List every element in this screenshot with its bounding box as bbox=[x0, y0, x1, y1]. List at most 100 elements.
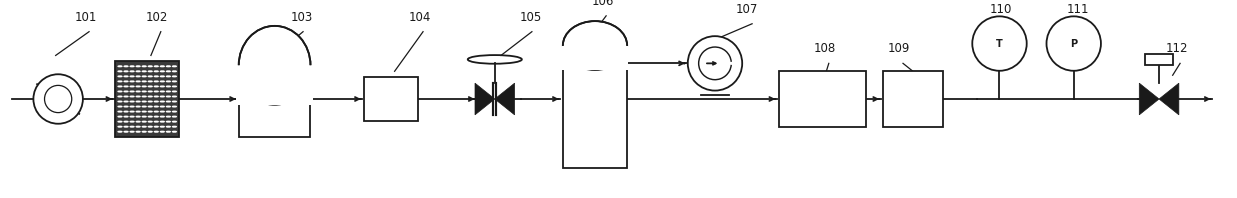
Circle shape bbox=[155, 71, 158, 72]
Bar bbox=[562, 46, 628, 70]
Circle shape bbox=[155, 91, 158, 92]
Text: 103: 103 bbox=[291, 11, 313, 24]
Circle shape bbox=[136, 71, 140, 72]
Circle shape bbox=[142, 96, 146, 97]
Text: 112: 112 bbox=[1165, 42, 1188, 55]
Circle shape bbox=[142, 131, 146, 132]
Circle shape bbox=[172, 71, 176, 72]
Circle shape bbox=[130, 106, 134, 107]
Ellipse shape bbox=[688, 36, 742, 90]
Bar bbox=[883, 71, 943, 127]
Circle shape bbox=[155, 76, 158, 77]
Circle shape bbox=[167, 111, 171, 112]
Text: 106: 106 bbox=[591, 0, 614, 8]
Circle shape bbox=[130, 81, 134, 82]
Circle shape bbox=[148, 81, 152, 82]
Bar bbox=[239, 65, 310, 137]
Circle shape bbox=[130, 116, 134, 117]
Circle shape bbox=[167, 96, 171, 97]
Circle shape bbox=[172, 116, 176, 117]
Circle shape bbox=[155, 126, 158, 127]
Circle shape bbox=[124, 101, 127, 102]
Circle shape bbox=[142, 121, 146, 122]
Circle shape bbox=[167, 106, 171, 107]
Text: 102: 102 bbox=[146, 11, 168, 24]
Circle shape bbox=[155, 121, 158, 122]
Circle shape bbox=[124, 91, 127, 92]
Circle shape bbox=[148, 131, 152, 132]
Circle shape bbox=[161, 101, 165, 102]
Circle shape bbox=[172, 86, 176, 87]
Circle shape bbox=[172, 106, 176, 107]
Circle shape bbox=[136, 91, 140, 92]
Text: T: T bbox=[996, 39, 1003, 49]
Circle shape bbox=[118, 71, 121, 72]
Circle shape bbox=[118, 106, 121, 107]
Circle shape bbox=[155, 81, 158, 82]
Circle shape bbox=[130, 71, 134, 72]
Circle shape bbox=[148, 71, 152, 72]
Circle shape bbox=[136, 66, 140, 67]
Circle shape bbox=[136, 121, 140, 122]
Circle shape bbox=[136, 126, 140, 127]
Circle shape bbox=[167, 81, 171, 82]
Circle shape bbox=[167, 121, 171, 122]
Bar bbox=[236, 65, 313, 105]
Circle shape bbox=[136, 106, 140, 107]
Circle shape bbox=[167, 131, 171, 132]
Circle shape bbox=[167, 66, 171, 67]
Circle shape bbox=[155, 96, 158, 97]
Circle shape bbox=[124, 96, 127, 97]
Bar bbox=[563, 46, 627, 168]
Circle shape bbox=[136, 96, 140, 97]
Circle shape bbox=[118, 121, 121, 122]
Ellipse shape bbox=[563, 21, 627, 70]
Circle shape bbox=[142, 116, 146, 117]
Circle shape bbox=[118, 101, 121, 102]
Ellipse shape bbox=[1047, 16, 1101, 71]
Circle shape bbox=[148, 126, 152, 127]
Circle shape bbox=[161, 96, 165, 97]
Circle shape bbox=[118, 76, 121, 77]
Circle shape bbox=[155, 86, 158, 87]
Text: 107: 107 bbox=[736, 3, 758, 16]
Circle shape bbox=[118, 91, 121, 92]
Polygon shape bbox=[475, 83, 495, 115]
Circle shape bbox=[118, 131, 121, 132]
Circle shape bbox=[130, 111, 134, 112]
Circle shape bbox=[130, 91, 134, 92]
Circle shape bbox=[142, 76, 146, 77]
Circle shape bbox=[161, 86, 165, 87]
Circle shape bbox=[167, 101, 171, 102]
Circle shape bbox=[172, 76, 176, 77]
Circle shape bbox=[136, 116, 140, 117]
Bar bbox=[115, 61, 179, 137]
Circle shape bbox=[167, 126, 171, 127]
Circle shape bbox=[124, 106, 127, 107]
Circle shape bbox=[161, 71, 165, 72]
Circle shape bbox=[124, 126, 127, 127]
Circle shape bbox=[155, 111, 158, 112]
Circle shape bbox=[136, 76, 140, 77]
Circle shape bbox=[161, 81, 165, 82]
Circle shape bbox=[148, 96, 152, 97]
Circle shape bbox=[172, 101, 176, 102]
Circle shape bbox=[167, 71, 171, 72]
Circle shape bbox=[142, 101, 146, 102]
Circle shape bbox=[142, 91, 146, 92]
Ellipse shape bbox=[972, 16, 1027, 71]
Circle shape bbox=[124, 71, 127, 72]
Circle shape bbox=[124, 66, 127, 67]
Circle shape bbox=[142, 111, 146, 112]
Circle shape bbox=[142, 66, 146, 67]
Circle shape bbox=[118, 96, 121, 97]
Circle shape bbox=[167, 91, 171, 92]
Circle shape bbox=[155, 101, 158, 102]
Polygon shape bbox=[1139, 83, 1159, 115]
Circle shape bbox=[124, 121, 127, 122]
Circle shape bbox=[136, 101, 140, 102]
Circle shape bbox=[142, 71, 146, 72]
Circle shape bbox=[118, 126, 121, 127]
Circle shape bbox=[124, 116, 127, 117]
Circle shape bbox=[172, 121, 176, 122]
